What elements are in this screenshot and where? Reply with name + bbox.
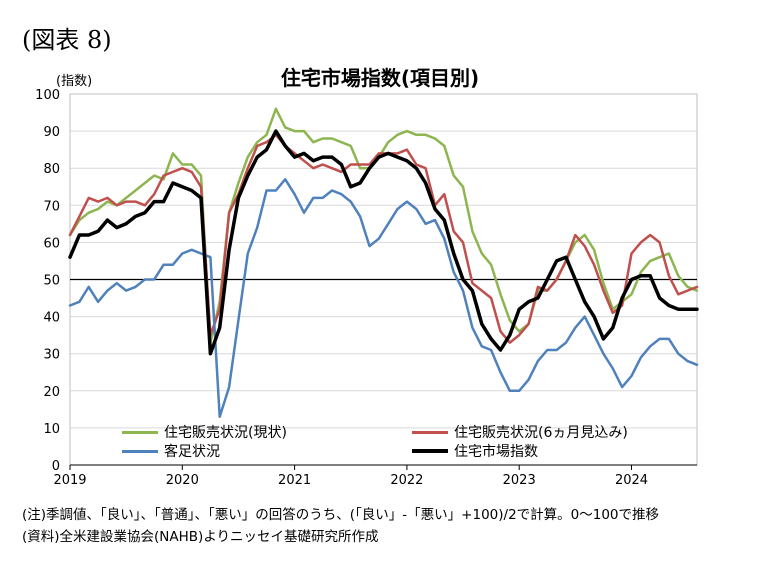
legend-swatch-future-sales — [412, 430, 448, 434]
y-axis-unit-label: (指数) — [56, 74, 93, 89]
figure-label: (図表 8) — [22, 26, 112, 54]
series-line-1 — [68, 133, 699, 344]
x-tick-label: 2023 — [503, 473, 536, 488]
series-line-3 — [68, 129, 699, 356]
y-tick-label: 50 — [43, 274, 60, 289]
y-tick-label: 100 — [35, 88, 60, 103]
y-tick-label: 80 — [43, 162, 60, 177]
x-tick-label: 2022 — [390, 473, 423, 488]
y-tick-label: 10 — [43, 422, 60, 437]
legend-label-traffic: 客足状況 — [164, 444, 220, 460]
y-tick-label: 30 — [43, 348, 60, 363]
legend-swatch-current-sales — [122, 430, 158, 434]
legend-swatch-traffic — [122, 449, 158, 453]
legend-label-current-sales: 住宅販売状況(現状) — [164, 425, 287, 441]
x-tick-label: 2024 — [615, 473, 648, 488]
legend-item-hmi: 住宅市場指数 — [412, 441, 538, 461]
y-tick-label: 20 — [43, 385, 60, 400]
chart-title: 住宅市場指数(項目別) — [280, 66, 480, 90]
legend-swatch-hmi — [412, 449, 448, 453]
y-tick-label: 90 — [43, 125, 60, 140]
y-tick-label: 40 — [43, 311, 60, 326]
x-tick-label: 2019 — [53, 473, 86, 488]
y-tick-label: 60 — [43, 236, 60, 251]
chart-source: (資料)全米建設業協会(NAHB)よりニッセイ基礎研究所作成 — [22, 529, 379, 545]
x-tick-label: 2020 — [166, 473, 199, 488]
legend-item-current-sales: 住宅販売状況(現状) — [122, 422, 287, 442]
y-tick-label: 70 — [43, 199, 60, 214]
series-line-2 — [68, 178, 699, 419]
series-line-0 — [68, 107, 699, 344]
legend-item-future-sales: 住宅販売状況(6ヵ月見込み) — [412, 422, 628, 442]
legend-item-traffic: 客足状況 — [122, 441, 220, 461]
legend-label-future-sales: 住宅販売状況(6ヵ月見込み) — [454, 425, 628, 441]
chart-note: (注)季調値、「良い」、「普通」、「悪い」の回答のうち、(「良い」-「悪い」+1… — [22, 507, 660, 523]
legend-label-hmi: 住宅市場指数 — [454, 444, 538, 460]
y-tick-label: 0 — [52, 459, 60, 474]
x-tick-label: 2021 — [278, 473, 311, 488]
